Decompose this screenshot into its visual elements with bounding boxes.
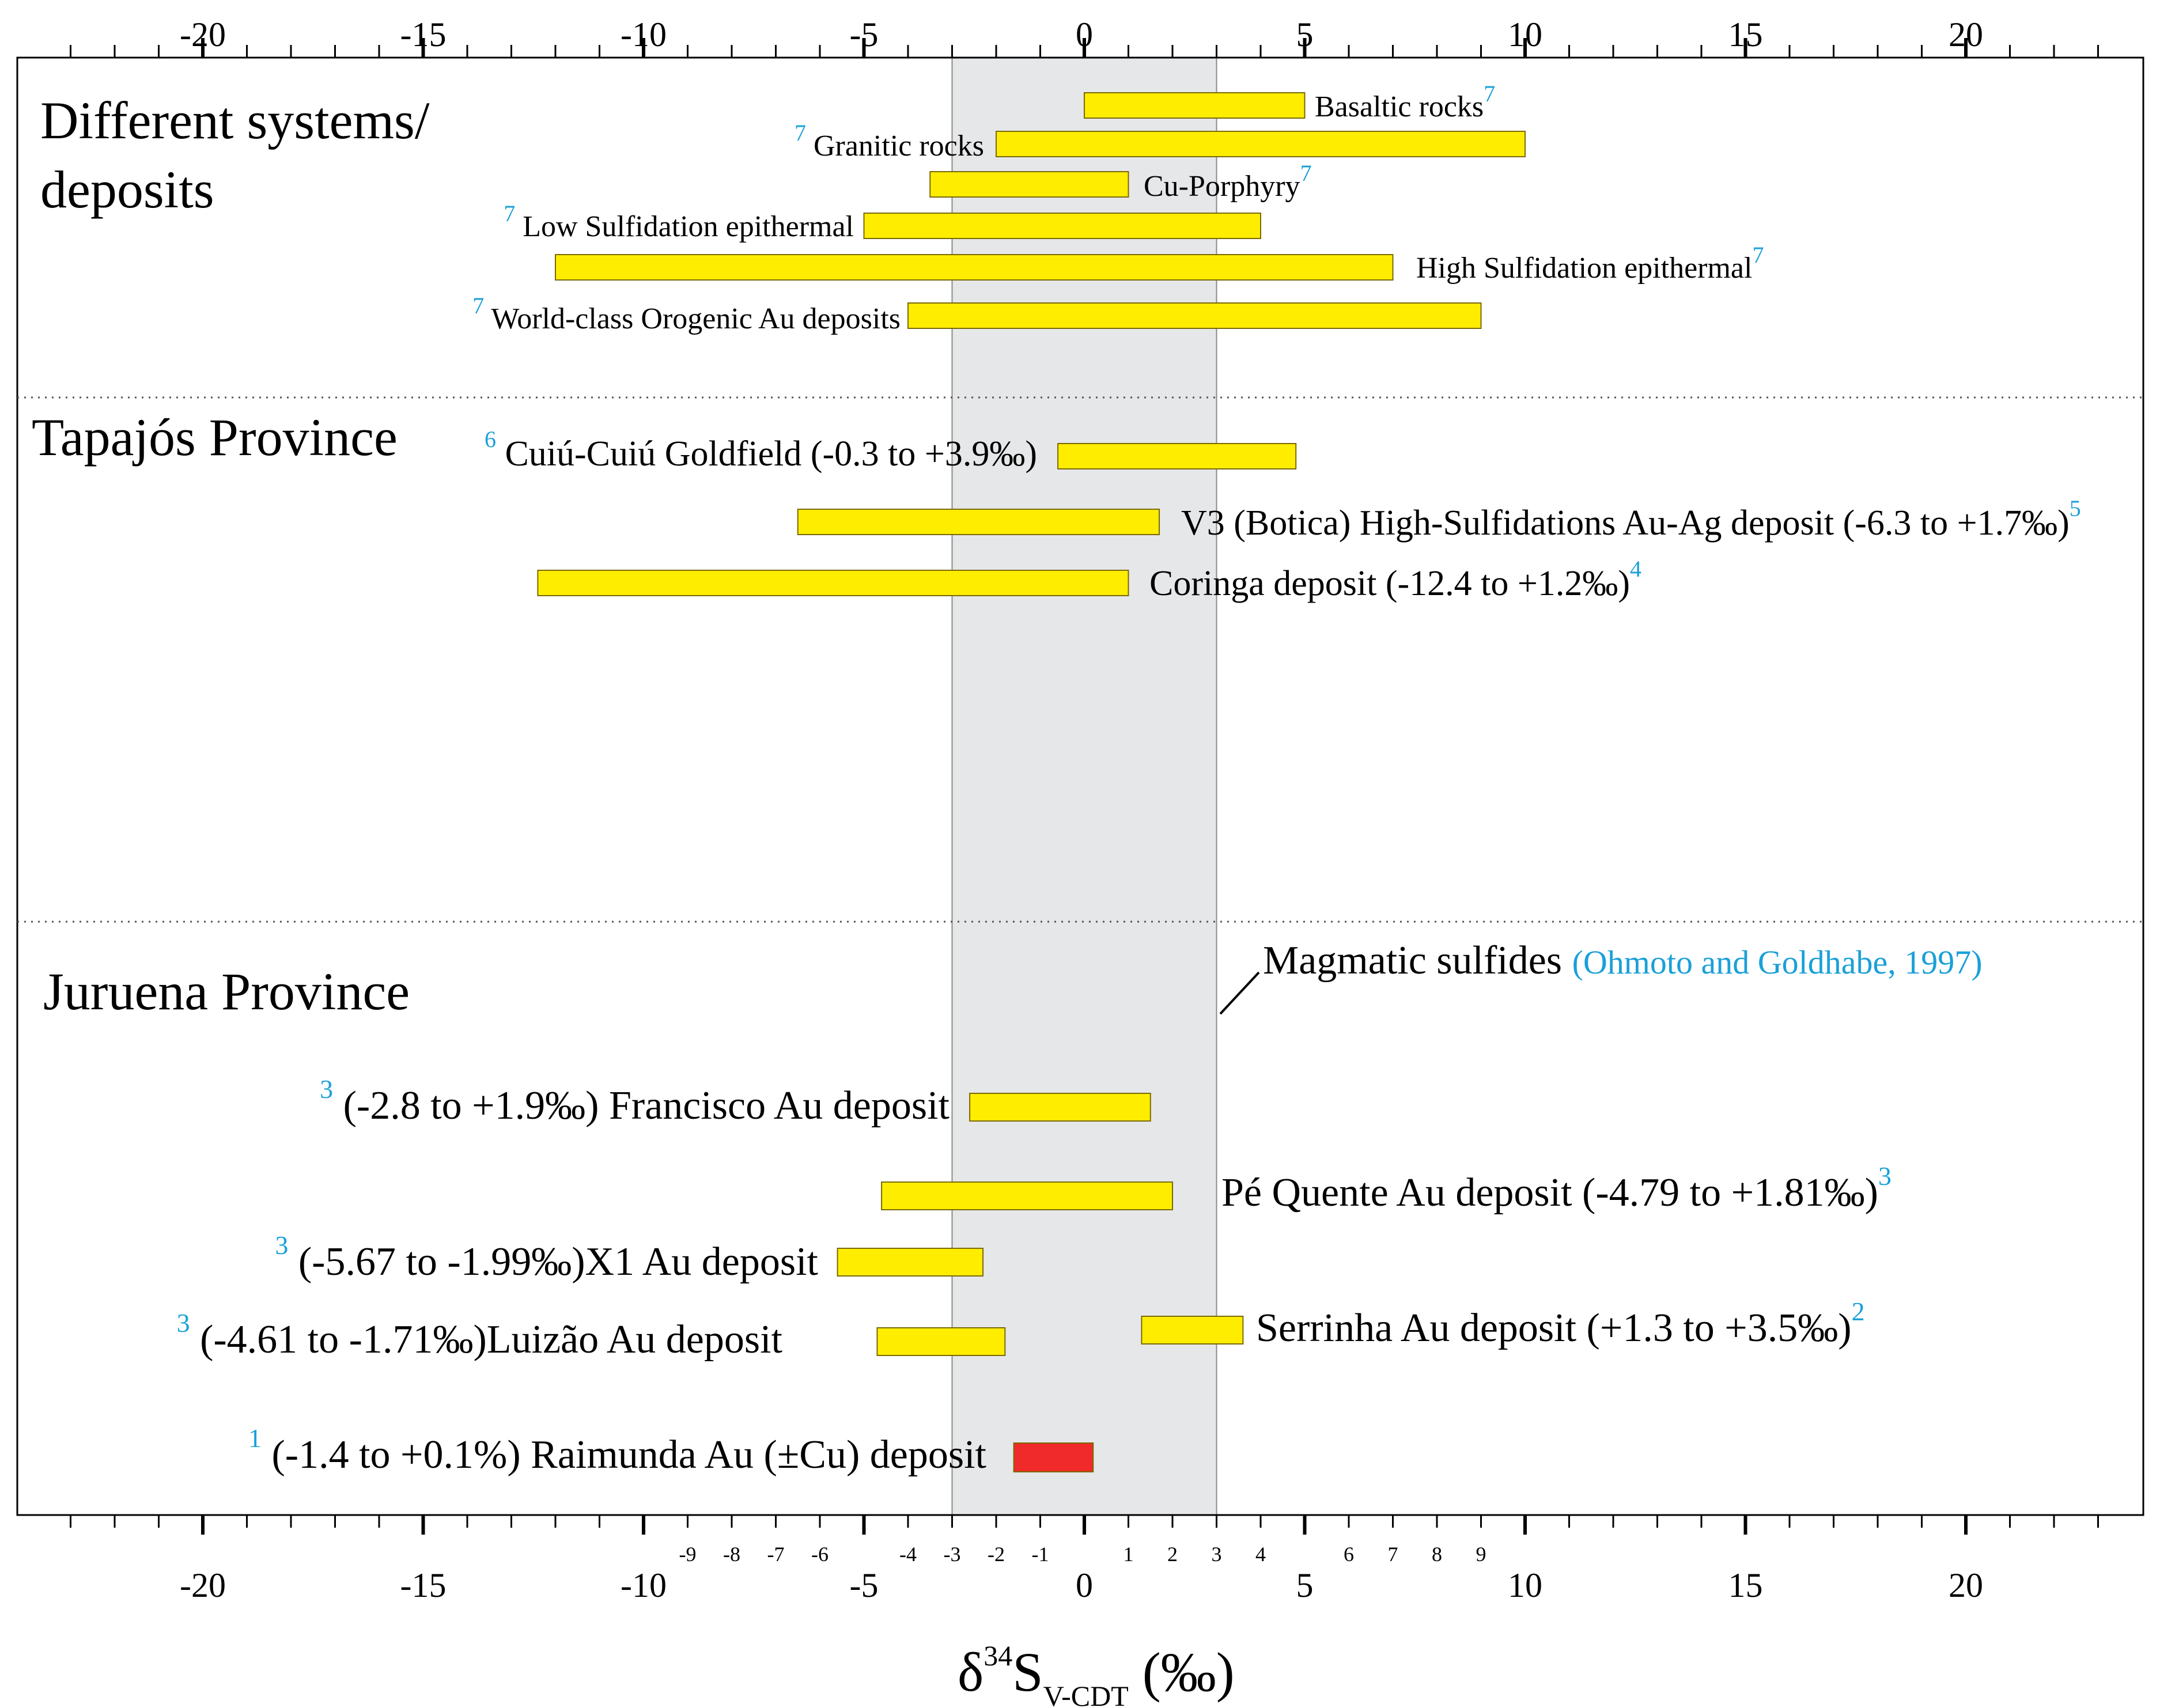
reference-number: 6 [485,426,496,452]
minor-tick-label: -9 [679,1543,697,1566]
reference-number: 5 [2070,495,2081,521]
minor-tick-label: 4 [1255,1543,1266,1566]
reference-number: 7 [472,293,484,319]
top-tick-label: 20 [1949,16,1983,54]
reference-number: 7 [504,200,515,226]
magmatic-sulfides-label: Magmatic sulfides (Ohmoto and Goldhabe, … [1263,938,1983,983]
range-label: Coringa deposit (-12.4 to +1.2‰)4 [1149,556,1641,603]
minor-tick-label: -6 [811,1543,829,1566]
reference-number: 3 [177,1308,190,1338]
range-bar [837,1248,984,1277]
minor-tick-label: -1 [1032,1543,1049,1566]
top-tick-label: -15 [400,16,447,54]
range-bar [797,509,1160,535]
range-label: V3 (Botica) High-Sulfidations Au-Ag depo… [1181,495,2081,543]
range-label: 6 Cuiú-Cuiú Goldfield (-0.3 to +3.9‰) [485,416,1037,474]
reference-number: 3 [320,1074,333,1104]
reference-number: 3 [275,1230,288,1260]
bottom-tick-label: -15 [400,1566,447,1604]
minor-tick-label: 3 [1212,1543,1222,1566]
minor-tick-label: 1 [1123,1543,1134,1566]
reference-number: 7 [1300,160,1312,186]
range-bar [863,213,1261,239]
range-label: 7 World-class Orogenic Au deposits [472,287,901,335]
bottom-tick-label: -5 [850,1566,879,1604]
range-label: 3 (-4.61 to -1.71‰)Luizão Au deposit [177,1297,783,1362]
minor-tick-label: 2 [1167,1543,1178,1566]
reference-number: 7 [1484,81,1495,107]
range-bar [555,254,1394,281]
range-label: Serrinha Au deposit (+1.3 to +3.5‰)2 [1256,1297,1865,1350]
plot-frame [16,56,2144,1516]
range-bar [996,131,1526,157]
reference-number: 3 [1878,1161,1892,1191]
range-bar [929,171,1129,198]
top-tick-label: -20 [180,16,226,54]
bottom-tick-label: 15 [1728,1566,1763,1604]
top-tick-label: -5 [850,16,879,54]
range-bar [969,1093,1151,1122]
bottom-tick-label: -20 [180,1566,226,1604]
range-label: Basaltic rocks7 [1315,81,1495,123]
top-tick-label: 0 [1076,16,1093,54]
range-label: Cu-Porphyry7 [1144,160,1312,203]
section-title: Juruena Province [43,962,410,1021]
range-bar [1141,1316,1244,1345]
bottom-tick-label: 10 [1508,1566,1542,1604]
minor-tick-label: 9 [1476,1543,1486,1566]
bottom-tick-label: -10 [621,1566,667,1604]
bottom-tick-label: 5 [1296,1566,1314,1604]
range-label: High Sulfidation epithermal7 [1416,242,1764,285]
range-label: 7 Low Sulfidation epithermal [504,195,854,243]
minor-tick-label: -3 [944,1543,961,1566]
minor-tick-label: -7 [767,1543,785,1566]
minor-tick-label: 7 [1388,1543,1398,1566]
range-bar [1013,1442,1094,1472]
minor-tick-label: 8 [1432,1543,1442,1566]
minor-tick-label: 6 [1344,1543,1354,1566]
range-label: 3 (-5.67 to -1.99‰)X1 Au deposit [275,1219,818,1284]
minor-tick-label: -4 [899,1543,917,1566]
reference-number: 1 [248,1423,262,1453]
range-label: 1 (-1.4 to +0.1%) Raimunda Au (±Cu) depo… [248,1412,987,1477]
bottom-tick-label: 20 [1949,1566,1983,1604]
section-title: Tapajós Province [32,408,398,467]
reference-number: 4 [1630,556,1641,582]
reference-number: 7 [795,120,806,146]
magmatic-sulfides-source: (Ohmoto and Goldhabe, 1997) [1572,944,1983,981]
bottom-tick-label: 0 [1076,1566,1093,1604]
minor-tick-label: -2 [988,1543,1005,1566]
x-axis-title: δ34SV-CDT (‰) [958,1639,1235,1708]
range-bar [876,1327,1006,1356]
range-label: 7 Granitic rocks [795,115,984,162]
range-bar [537,570,1129,596]
reference-number: 7 [1752,242,1764,268]
range-label: Pé Quente Au deposit (-4.79 to +1.81‰)3 [1221,1161,1892,1215]
annotation-leader [1219,971,1260,1015]
range-label: 3 (-2.8 to +1.9‰) Francisco Au deposit [320,1063,950,1128]
top-tick-label: -10 [621,16,667,54]
section-title: deposits [40,160,214,219]
magmatic-band [951,57,1217,1516]
range-bar [907,302,1482,329]
reference-number: 2 [1852,1297,1865,1326]
top-tick-label: 15 [1728,16,1763,54]
range-bar [881,1181,1173,1210]
range-bar [1057,443,1297,469]
top-tick-label: 10 [1508,16,1542,54]
minor-tick-label: -8 [723,1543,740,1566]
range-bar [1084,92,1306,119]
section-title: Different systems/ [40,91,430,150]
top-tick-label: 5 [1296,16,1314,54]
